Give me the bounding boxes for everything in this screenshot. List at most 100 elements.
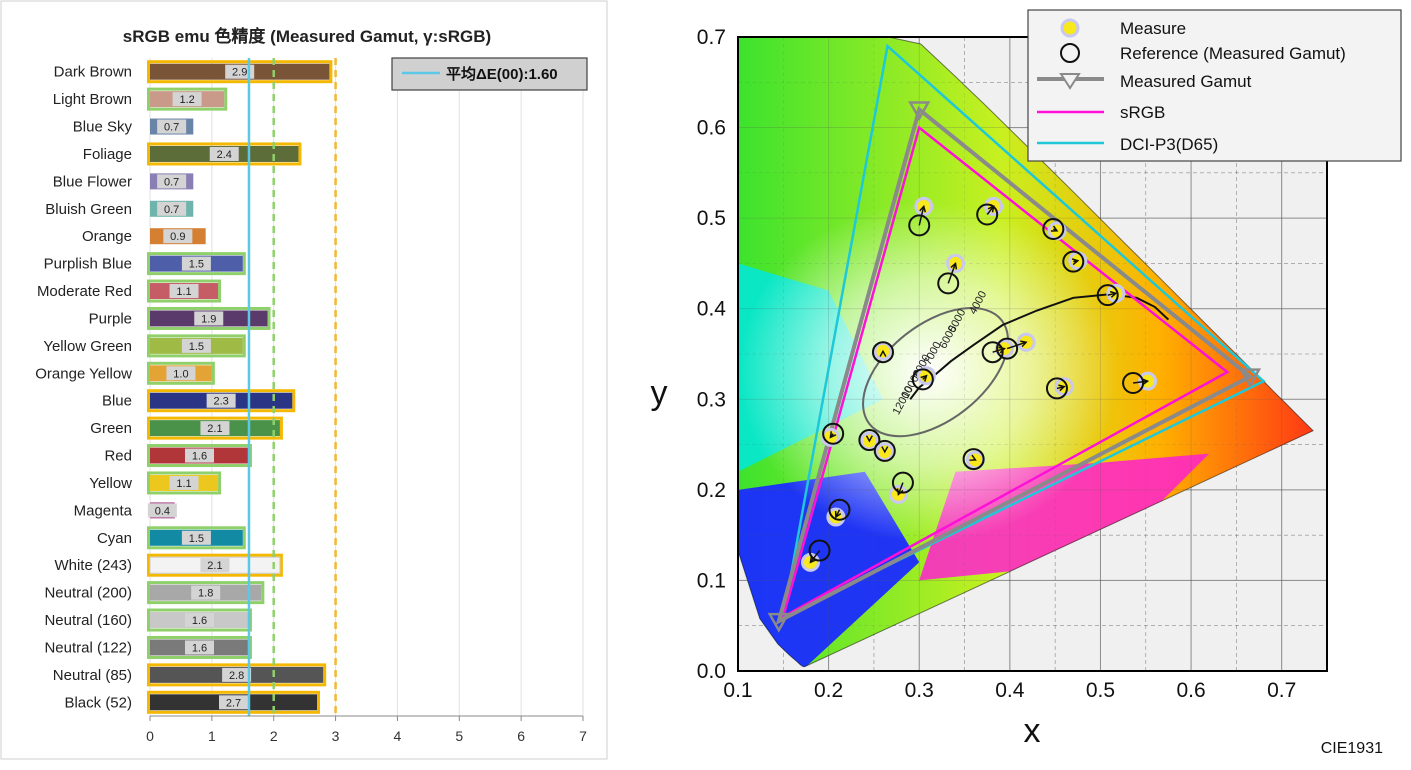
- measurement-pair: [1062, 250, 1088, 273]
- value-label-bg: [209, 146, 239, 161]
- legend-average-label: 平均ΔE(00):1.60: [446, 65, 558, 83]
- x-tick-label: 0: [146, 728, 154, 744]
- bar-row: Red 1.6: [104, 444, 252, 468]
- value-label: 2.3: [213, 396, 228, 408]
- value-label: 1.6: [192, 642, 207, 654]
- cie-x-tick-label: 0.1: [723, 679, 752, 702]
- value-label: 1.9: [201, 313, 216, 325]
- bar-row: Orange Yellow 1.0: [35, 361, 215, 385]
- value-label: 2.8: [229, 670, 244, 682]
- row-label: Orange Yellow: [35, 365, 132, 382]
- delta-arrow: [897, 482, 904, 495]
- value-label: 0.7: [164, 204, 179, 216]
- delta-arrow: [918, 206, 925, 226]
- row-label: Neutral (200): [44, 585, 132, 602]
- reference-marker: [1096, 284, 1119, 307]
- gridlines: [149, 58, 584, 716]
- arrow-head: [969, 454, 977, 461]
- reference-marker: [937, 272, 960, 295]
- value-label: 1.0: [173, 368, 188, 380]
- bar-highlight-border: [147, 306, 271, 330]
- row-label: Light Brown: [53, 91, 132, 108]
- cie-y-tick-label: 0.1: [697, 569, 726, 592]
- measurement-pair: [800, 539, 831, 572]
- gamut-vertex-marker: [908, 101, 931, 122]
- bar-highlight-border: [147, 553, 283, 577]
- measurement-points: [800, 196, 1158, 572]
- delta-arrow: [992, 347, 1005, 353]
- row-label: Blue Flower: [53, 173, 132, 190]
- value-label: 2.7: [226, 697, 241, 709]
- bar-row: Foliage 2.4: [83, 142, 302, 166]
- x-axis-label: x: [1024, 712, 1041, 750]
- bar-row: Green 2.1: [90, 416, 283, 440]
- reference-marker: [1062, 250, 1085, 273]
- x-axis: 0 1 2 3 4 5 6 7: [146, 715, 587, 744]
- bar-chart-svg: sRGB emu 色精度 (Measured Gamut, γ:sRGB) Da…: [0, 0, 608, 760]
- bar-highlight-border: [147, 444, 252, 468]
- legend-reference-marker: [1060, 43, 1080, 63]
- measurement-pair: [1096, 283, 1126, 307]
- row-label: Blue Sky: [73, 119, 133, 136]
- measurement-pair: [937, 253, 965, 295]
- bar-row: Neutral (160) 1.6: [44, 608, 252, 632]
- cie-y-tick-label: 0.3: [697, 388, 726, 411]
- value-label-bg: [184, 613, 214, 628]
- measurement-pair: [1122, 371, 1158, 394]
- legend-gamut-label: Measured Gamut: [1120, 72, 1252, 91]
- value-label-bg: [206, 393, 236, 408]
- measurement-pair: [962, 448, 985, 471]
- reference-marker: [976, 203, 999, 226]
- measurement-pair: [1045, 377, 1074, 400]
- bar-highlight-border: [147, 416, 283, 440]
- y-axis-label: y: [651, 374, 668, 412]
- value-label: 1.1: [176, 286, 191, 298]
- dci-p3-triangle: [781, 43, 1266, 619]
- reference-marker: [1122, 371, 1145, 394]
- value-label: 0.4: [155, 505, 170, 517]
- x-tick-label: 3: [332, 728, 340, 744]
- bar-highlight-border: [147, 581, 265, 605]
- legend-reference-label: Reference (Measured Gamut): [1120, 44, 1346, 63]
- bar-highlight-border: [147, 471, 222, 495]
- x-tick-label: 6: [517, 728, 525, 744]
- value-label: 2.1: [207, 423, 222, 435]
- cie-x-tick-label: 0.6: [1176, 679, 1205, 702]
- bar-highlight-border: [147, 87, 228, 111]
- row-label: Bluish Green: [45, 201, 132, 218]
- gamut-vertex-marker: [1238, 368, 1262, 389]
- reference-marker: [1042, 218, 1065, 241]
- value-label-bg: [184, 640, 214, 655]
- bar-row: Orange 0.9: [82, 228, 206, 245]
- bar-row: Yellow 1.1: [89, 471, 222, 495]
- x-tick-label: 4: [394, 728, 402, 744]
- value-label-bg: [181, 338, 211, 353]
- measurement-pair: [888, 471, 914, 504]
- arrow-head: [896, 488, 904, 496]
- reference-marker: [858, 429, 881, 452]
- white-point-ellipse: [862, 307, 1010, 438]
- value-label: 0.7: [164, 122, 179, 134]
- reference-marker: [911, 368, 934, 391]
- reference-marker: [908, 214, 931, 237]
- measurement-pair: [826, 498, 851, 527]
- measurement-pair: [911, 366, 936, 391]
- arrow-head: [1141, 378, 1150, 386]
- bar-row: Neutral (200) 1.8: [44, 581, 265, 605]
- arrow-head: [987, 205, 995, 213]
- value-label-bg: [157, 174, 187, 189]
- bar-rows: Dark Brown 2.9 Light Brown 1.2 Blue Sky 0.7 Fo…: [35, 60, 333, 714]
- row-label: Neutral (160): [44, 612, 132, 629]
- cie-y-tick-label: 0.5: [697, 207, 726, 230]
- legend-measure-label: Measure: [1120, 19, 1186, 38]
- arrow-head: [950, 261, 958, 270]
- measurement-pair: [873, 439, 896, 462]
- value-label-bg: [169, 475, 199, 490]
- cie-axes: 0.1 0.2 0.3 0.4 0.5 0.6 0.70.00.10.20.30.40.50…: [697, 26, 1296, 702]
- chart-frame: [0, 0, 608, 760]
- reference-marker: [962, 448, 985, 471]
- value-label: 2.4: [217, 149, 232, 161]
- cie-y-tick-label: 0.0: [697, 660, 726, 683]
- value-label-bg: [225, 64, 255, 79]
- measured-gamut-markers: [767, 101, 1262, 633]
